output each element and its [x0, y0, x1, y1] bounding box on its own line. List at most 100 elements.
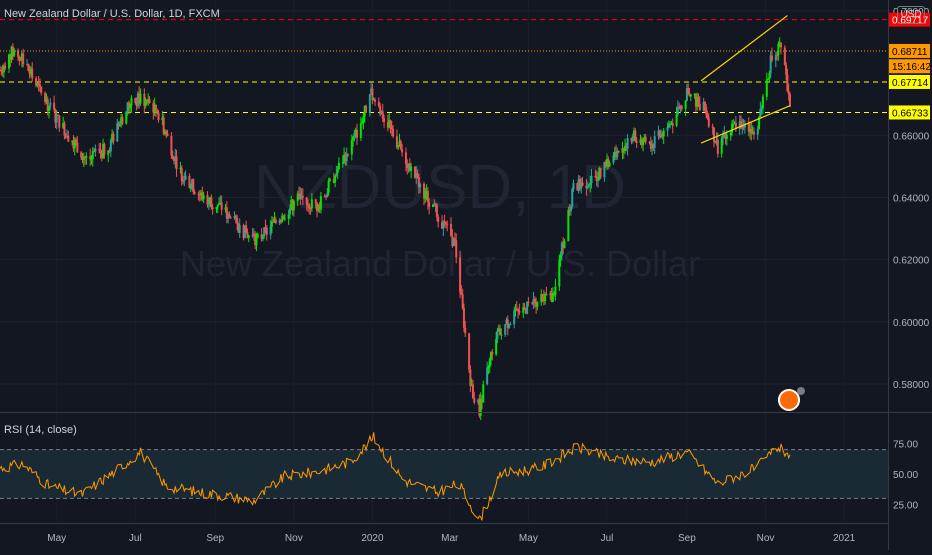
- candle-body: [380, 111, 383, 115]
- candle-body: [4, 65, 7, 69]
- candle-body: [724, 133, 727, 139]
- candle-body: [211, 207, 214, 210]
- currency-button[interactable]: USD: [897, 6, 925, 24]
- candle-body: [292, 200, 295, 211]
- candle-body: [416, 173, 419, 178]
- candle-body: [425, 191, 428, 195]
- candle-body: [554, 286, 557, 296]
- candle-body: [247, 235, 250, 238]
- candle-body: [469, 369, 472, 386]
- candle-body: [488, 359, 491, 368]
- candle-body: [506, 319, 509, 328]
- candle-body: [282, 215, 285, 219]
- time-tick-label: Nov: [757, 533, 775, 544]
- candle-body: [433, 204, 436, 206]
- candle-body: [170, 135, 173, 156]
- candle-body: [157, 112, 160, 121]
- candle-body: [738, 121, 741, 130]
- candle-body: [36, 83, 39, 86]
- time-axis[interactable]: May Jul Sep Nov 2020 Mar May Jul Sep Nov 2021: [47, 533, 855, 544]
- candle-body: [392, 129, 395, 137]
- candle-body: [147, 99, 150, 102]
- price-axis[interactable]: 0.70000 0.66000 0.64000 0.62000 0.60000 0.580…: [893, 7, 930, 391]
- candle-body: [662, 130, 665, 137]
- candle-body: [200, 192, 203, 195]
- candle-body: [256, 234, 259, 238]
- candle-body: [626, 138, 629, 149]
- candle-body: [571, 189, 574, 207]
- candle-body: [455, 240, 458, 258]
- candle-body: [453, 238, 456, 241]
- candle-body: [518, 311, 521, 313]
- candle-body: [495, 339, 498, 355]
- candle-body: [702, 102, 705, 111]
- candle-body: [301, 195, 304, 198]
- candle-body: [522, 306, 525, 313]
- candle-body: [227, 214, 230, 219]
- candle-body: [406, 164, 409, 169]
- candle-body: [326, 192, 329, 198]
- candle-body: [20, 53, 23, 61]
- candle-body: [359, 123, 362, 138]
- candle-body: [127, 102, 130, 109]
- candle-body: [361, 122, 364, 124]
- candle-body: [473, 398, 476, 403]
- price-label-text: 0.66733: [892, 108, 929, 119]
- price-label-text: 0.67714: [892, 78, 929, 89]
- horizontal-levels[interactable]: [0, 19, 888, 113]
- candle-body: [174, 156, 177, 162]
- candle-body: [335, 172, 338, 176]
- candle-body: [188, 175, 191, 189]
- candle-body: [246, 232, 249, 238]
- candle-body: [172, 158, 175, 162]
- candle-body: [491, 352, 494, 355]
- candle-body: [749, 129, 752, 132]
- tradingview-logo-icon[interactable]: [778, 389, 800, 411]
- time-tick-label: Sep: [206, 533, 224, 544]
- candle-body: [216, 204, 219, 207]
- logo-indicator-icon: [797, 387, 805, 395]
- candle-body: [98, 148, 101, 150]
- time-tick-label: Mar: [441, 533, 459, 544]
- candle-body: [354, 129, 357, 133]
- candle-body: [85, 156, 88, 158]
- candle-body: [652, 144, 655, 148]
- candle-body: [621, 147, 624, 153]
- price-label-badge: [889, 105, 930, 120]
- candle-body: [787, 91, 790, 95]
- candle-body: [415, 173, 418, 178]
- candle-body: [615, 152, 618, 158]
- candle-body: [332, 179, 335, 183]
- candle-body: [175, 156, 178, 170]
- candle-body: [255, 237, 258, 246]
- candle-body: [389, 120, 392, 127]
- candle-body: [192, 179, 195, 193]
- price-label-badge: [889, 43, 930, 58]
- rsi-axis[interactable]: 75.00 50.00 25.00: [893, 440, 918, 512]
- price-channel[interactable]: [700, 15, 791, 144]
- candle-body: [750, 129, 753, 134]
- candle-body: [156, 110, 159, 113]
- candle-body: [751, 131, 754, 134]
- watermark: NZDUSD, 1D New Zealand Dollar / U.S. Dol…: [180, 153, 700, 284]
- candle-body: [482, 384, 485, 403]
- candle-body: [526, 301, 529, 314]
- candle-body: [82, 156, 85, 160]
- candle-body: [63, 123, 66, 136]
- time-tick-label: Jul: [129, 533, 142, 544]
- candle-body: [125, 111, 128, 124]
- candle-body: [517, 309, 520, 312]
- candle-body: [721, 134, 724, 139]
- candle-body: [337, 162, 340, 170]
- candle-body: [269, 226, 272, 236]
- grid: [0, 10, 888, 385]
- candle-body: [261, 236, 264, 239]
- candle-body: [648, 141, 651, 143]
- price-tick-label: 0.66000: [893, 131, 930, 142]
- candle-body: [508, 324, 511, 328]
- candle-body: [228, 214, 231, 218]
- candle-body: [513, 310, 516, 325]
- candle-body: [120, 117, 123, 124]
- candle-body: [633, 130, 636, 136]
